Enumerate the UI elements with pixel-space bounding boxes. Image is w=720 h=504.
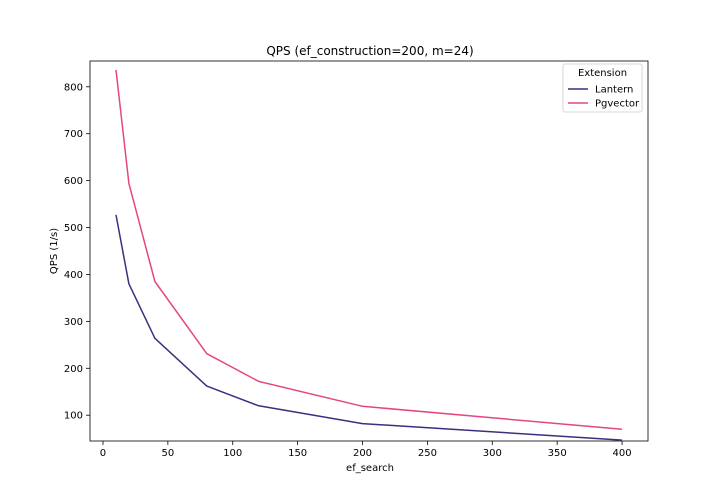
y-tick-label: 300 bbox=[64, 317, 83, 328]
x-tick-label: 250 bbox=[418, 448, 437, 459]
y-axis: 100 200 300 400 500 600 700 800 bbox=[64, 82, 90, 422]
y-tick-label: 800 bbox=[64, 82, 83, 93]
x-tick-label: 400 bbox=[612, 448, 631, 459]
series-line-lantern bbox=[115, 214, 623, 441]
x-tick-label: 200 bbox=[353, 448, 372, 459]
plot-frame bbox=[89, 60, 649, 442]
y-tick-label: 700 bbox=[64, 129, 83, 140]
x-tick-label: 350 bbox=[548, 448, 567, 459]
x-axis-label: ef_search bbox=[346, 463, 394, 474]
legend-title: Extension bbox=[578, 68, 627, 79]
legend-label-lantern: Lantern bbox=[595, 85, 633, 96]
legend-box bbox=[562, 63, 643, 113]
x-axis: 0 50 100 150 200 250 300 350 400 bbox=[100, 441, 632, 459]
y-axis-label: QPS (1/s) bbox=[49, 228, 60, 274]
legend-label-pgvector: Pgvector bbox=[595, 99, 640, 110]
y-tick-label: 100 bbox=[64, 411, 83, 422]
y-tick-label: 200 bbox=[64, 364, 83, 375]
y-tick-label: 400 bbox=[64, 270, 83, 281]
series-line-pgvector bbox=[115, 69, 623, 431]
x-tick-label: 0 bbox=[100, 448, 106, 459]
y-tick-label: 600 bbox=[64, 176, 83, 187]
x-tick-label: 300 bbox=[483, 448, 502, 459]
series-lines bbox=[115, 69, 623, 441]
x-tick-label: 50 bbox=[161, 448, 174, 459]
y-tick-label: 500 bbox=[64, 223, 83, 234]
x-tick-label: 100 bbox=[223, 448, 242, 459]
x-tick-label: 150 bbox=[288, 448, 307, 459]
legend: Extension Lantern Pgvector bbox=[562, 63, 643, 113]
chart-title: QPS (ef_construction=200, m=24) bbox=[266, 44, 473, 58]
plot-area bbox=[89, 60, 649, 442]
